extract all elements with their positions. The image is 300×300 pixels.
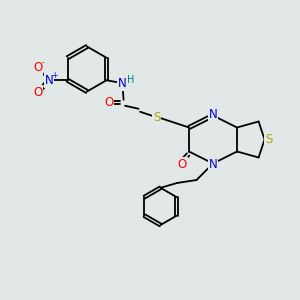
Text: S: S — [153, 111, 160, 124]
Text: N: N — [208, 107, 217, 121]
Text: O: O — [33, 61, 42, 74]
Text: +: + — [51, 70, 58, 80]
Text: H: H — [127, 75, 134, 85]
Text: O: O — [178, 158, 187, 171]
Text: O: O — [104, 96, 113, 109]
Text: S: S — [266, 133, 273, 146]
Text: N: N — [118, 77, 127, 90]
Text: N: N — [208, 158, 217, 172]
Text: O: O — [33, 86, 42, 99]
Text: -: - — [41, 58, 44, 67]
Text: N: N — [44, 74, 53, 87]
